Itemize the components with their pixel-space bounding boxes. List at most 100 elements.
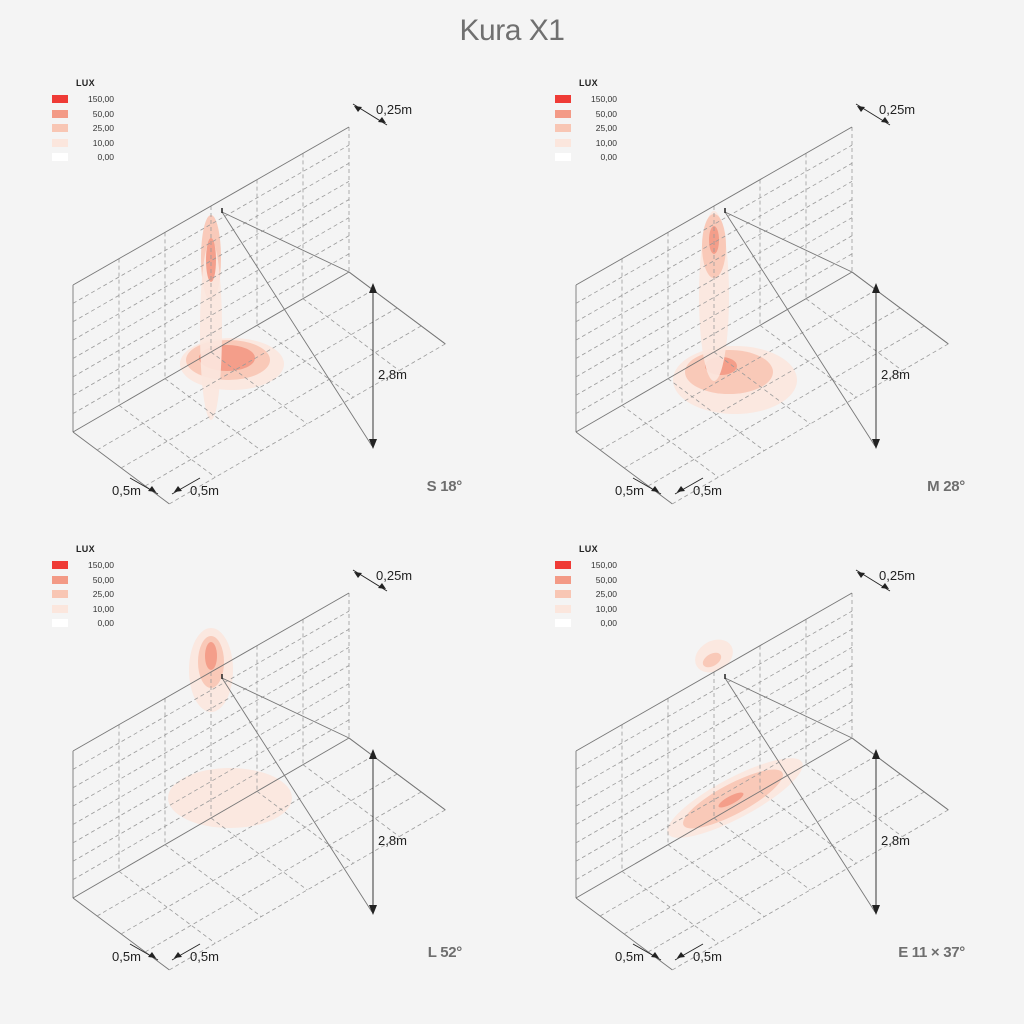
legend-swatch	[555, 124, 571, 133]
beam-angle-label: S 18°	[426, 478, 463, 495]
legend-item: 10,00	[555, 136, 635, 151]
legend-item: 150,00	[52, 92, 132, 107]
legend-item: 10,00	[52, 136, 132, 151]
arrow-head	[872, 283, 880, 293]
floor-right-label: 0,5m	[693, 949, 722, 964]
floor-grid-line	[713, 351, 811, 425]
legend-item: 150,00	[555, 92, 635, 107]
beam-axis-line	[221, 677, 373, 913]
legend-swatch	[555, 109, 571, 118]
arrow-head	[369, 439, 377, 449]
height-label: 2,8m	[378, 833, 407, 848]
legend-label: 50,00	[92, 108, 114, 119]
wall-grid-line	[575, 701, 853, 862]
wall-isolux-contour	[709, 226, 719, 254]
floor-isolux-contour	[718, 792, 744, 808]
legend-label: 25,00	[595, 589, 617, 600]
legend-swatch	[555, 153, 571, 162]
legend-item: 50,00	[52, 107, 132, 122]
arrow-head	[881, 583, 889, 589]
legend-swatch	[52, 575, 68, 584]
legend-swatch	[555, 590, 571, 599]
legend-label: 50,00	[595, 108, 617, 119]
legend-label: 10,00	[92, 603, 114, 614]
legend-swatch	[555, 575, 571, 584]
wall-isolux-contour	[205, 642, 217, 670]
floor-grid-line	[120, 307, 398, 469]
legend-label: 50,00	[92, 574, 114, 585]
lux-legend: LUX 150,00 50,00 25,00 10,00 0,00	[555, 78, 635, 165]
floor-grid-line	[667, 378, 765, 451]
floor-left-label: 0,5m	[112, 483, 141, 498]
beam-axis-line	[221, 211, 373, 447]
beam-axis-line	[221, 677, 350, 739]
page-title: Kura X1	[459, 14, 565, 47]
floor-isolux-contour	[168, 768, 292, 828]
illuminance-spots	[168, 628, 292, 828]
arrow-head	[651, 952, 659, 958]
arrow-head	[872, 749, 880, 759]
arrow-head	[354, 106, 362, 112]
legend-label: 25,00	[92, 589, 114, 600]
arrow-head	[354, 572, 362, 578]
arrow-head	[369, 283, 377, 293]
wall-isolux-contour	[702, 652, 722, 668]
lux-legend: LUX 150,00 50,00 25,00 10,00 0,00	[52, 78, 132, 165]
grid-cell-label: 0,25m	[879, 102, 916, 117]
beam-angle-label: E 11 × 37°	[898, 944, 965, 961]
grid-cell-label: 0,25m	[879, 568, 916, 583]
legend-item: 0,00	[52, 150, 132, 165]
wall-isolux-contour	[206, 238, 216, 282]
photometric-panel: LUX 150,00 50,00 25,00 10,00 0,00 0,25m 2,8m 0,5…	[0, 466, 512, 978]
light-distribution-diagram	[575, 103, 949, 505]
legend-item: 25,00	[555, 587, 635, 602]
legend-label: 0,00	[600, 152, 617, 163]
wall-grid-line	[575, 592, 853, 752]
floor-grid-line	[667, 844, 765, 917]
legend-swatch	[555, 604, 571, 613]
wall-grid-line	[72, 126, 350, 286]
legend-label: 50,00	[595, 574, 617, 585]
beam-axis-line	[221, 211, 350, 273]
legend-item: 0,00	[555, 616, 635, 631]
floor-grid-line	[164, 844, 262, 917]
photometric-panel: LUX 150,00 50,00 25,00 10,00 0,00 0,25m 2,8m 0,5…	[503, 466, 1015, 978]
legend-swatch	[555, 619, 571, 628]
floor-grid-line	[210, 351, 308, 425]
arrow-head	[148, 486, 156, 492]
legend-label: 10,00	[92, 137, 114, 148]
dimension-annotations	[632, 103, 891, 495]
legend-item: 50,00	[52, 573, 132, 588]
legend-swatch	[555, 95, 571, 104]
legend-item: 50,00	[555, 107, 635, 122]
legend-item: 50,00	[555, 573, 635, 588]
dimension-annotations	[632, 569, 891, 961]
floor-grid-line	[302, 764, 400, 837]
legend-label: 150,00	[591, 560, 617, 571]
legend-label: 0,00	[600, 618, 617, 629]
legend-label: 150,00	[88, 94, 114, 105]
floor-grid-line	[118, 871, 216, 944]
arrow-head	[677, 486, 685, 492]
arrow-head	[378, 583, 386, 589]
floor-left-label: 0,5m	[615, 483, 644, 498]
floor-grid-line	[575, 431, 673, 505]
light-distribution-diagram	[72, 569, 446, 971]
floor-grid-line	[621, 871, 719, 944]
lux-legend: LUX 150,00 50,00 25,00 10,00 0,00	[52, 544, 132, 631]
floor-grid-line	[72, 431, 170, 505]
illuminance-spots	[180, 215, 284, 420]
arrow-head	[857, 572, 865, 578]
floor-left-label: 0,5m	[112, 949, 141, 964]
legend-title: LUX	[76, 78, 95, 88]
grid-group	[72, 592, 446, 971]
legend-swatch	[52, 109, 68, 118]
beam-axis-line	[724, 211, 853, 273]
legend-swatch	[52, 95, 68, 104]
floor-grid-line	[623, 307, 901, 469]
legend-title: LUX	[76, 544, 95, 554]
arrow-head	[174, 486, 182, 492]
arrow-head	[857, 106, 865, 112]
legend-item: 0,00	[555, 150, 635, 165]
legend-label: 25,00	[92, 123, 114, 134]
